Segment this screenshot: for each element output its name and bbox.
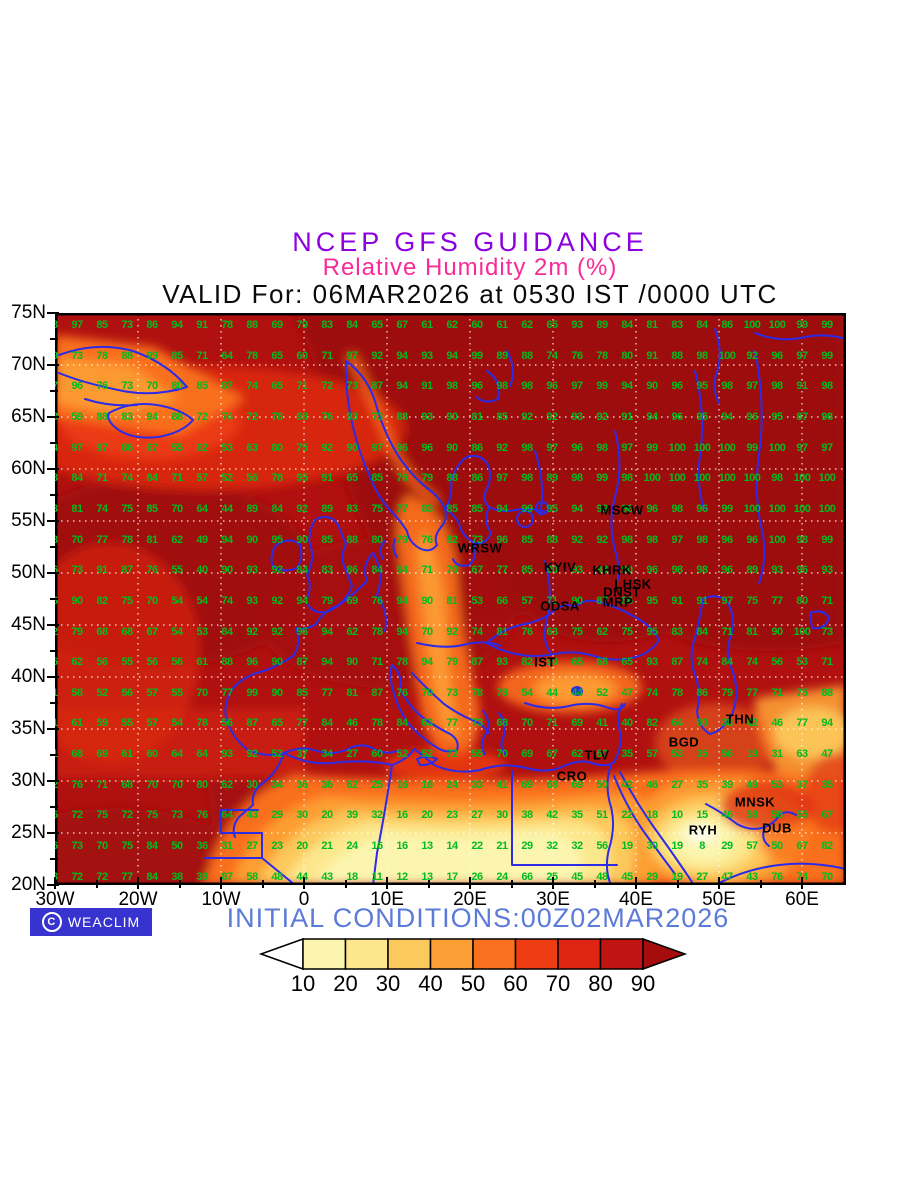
- axis-tick: [759, 880, 762, 888]
- axis-tick: [47, 468, 59, 470]
- axis-tick: [303, 877, 305, 889]
- map-background: [55, 313, 846, 885]
- header: NCEP GFS GUIDANCE Relative Humidity 2m (…: [40, 228, 900, 308]
- colorbar-tick-label: 20: [333, 971, 357, 995]
- x-axis-label: 50E: [702, 889, 736, 910]
- humidity-shading: [55, 313, 846, 885]
- colorbar-tick-label: 10: [291, 971, 315, 995]
- x-axis-label: 60E: [785, 889, 819, 910]
- colorbar-tick-label: 60: [503, 971, 527, 995]
- copyright-icon: C: [41, 912, 62, 932]
- axis-tick: [50, 546, 58, 548]
- axis-tick: [50, 442, 58, 444]
- axis-tick: [47, 520, 59, 522]
- x-axis-label: 20E: [453, 889, 487, 910]
- coastlines: [58, 328, 846, 885]
- colorbar-segment: [514, 938, 559, 970]
- x-axis-label: 10E: [370, 889, 404, 910]
- colorbar-right-arrow: [642, 937, 688, 971]
- y-axis-label: 70N: [11, 354, 46, 375]
- axis-tick: [47, 676, 59, 678]
- axis-tick: [47, 832, 59, 834]
- weaclim-label: WEACLIM: [67, 914, 141, 930]
- axis-tick: [47, 572, 59, 574]
- colorbar-segment: [344, 938, 389, 970]
- axis-tick: [50, 390, 58, 392]
- y-axis-label: 20N: [11, 874, 46, 895]
- x-axis-label: 40E: [619, 889, 653, 910]
- axis-tick: [47, 364, 59, 366]
- colorbar-tick-label: 50: [461, 971, 485, 995]
- map-panel: 9897857386949178886979838465676162606162…: [55, 313, 846, 885]
- x-axis-label: 30W: [35, 889, 75, 910]
- axis-tick: [50, 806, 58, 808]
- colorbar-segment: [599, 938, 644, 970]
- axis-tick: [50, 494, 58, 496]
- axis-tick: [50, 338, 58, 340]
- axis-tick: [593, 880, 596, 888]
- y-axis-label: 65N: [11, 406, 46, 427]
- axis-tick: [676, 880, 679, 888]
- axis-tick: [718, 877, 720, 889]
- colorbar-tick-label: 70: [546, 971, 570, 995]
- axis-tick: [95, 880, 98, 888]
- colorbar-segment: [387, 938, 432, 970]
- axis-tick: [50, 754, 58, 756]
- axis-tick: [47, 624, 59, 626]
- colorbar-segment: [302, 938, 347, 970]
- axis-tick: [178, 880, 181, 888]
- axis-tick: [54, 877, 56, 889]
- axis-tick: [801, 877, 803, 889]
- axis-tick: [47, 312, 59, 314]
- y-axis-label: 35N: [11, 718, 46, 739]
- colorbar-segment: [557, 938, 602, 970]
- colorbar-tick-label: 40: [418, 971, 442, 995]
- axis-tick: [47, 884, 59, 886]
- axis-tick: [635, 877, 637, 889]
- y-axis-label: 75N: [11, 302, 46, 323]
- weaclim-watermark: C WEACLIM: [30, 908, 152, 936]
- y-axis-label: 45N: [11, 614, 46, 635]
- x-axis-label: 0: [298, 889, 310, 910]
- y-axis-label: 25N: [11, 822, 46, 843]
- axis-tick: [386, 877, 388, 889]
- page-title: NCEP GFS GUIDANCE: [292, 227, 648, 257]
- variable-subtitle: Relative Humidity 2m (%): [322, 254, 618, 282]
- y-axis-label: 30N: [11, 770, 46, 791]
- initial-conditions-text: INITIAL CONDITIONS:00Z02MAR2026: [226, 903, 730, 933]
- colorbar-segment: [472, 938, 517, 970]
- axis-tick: [510, 880, 513, 888]
- colorbar-tick-label: 90: [631, 971, 655, 995]
- colorbar-tick-label: 80: [588, 971, 612, 995]
- axis-tick: [427, 880, 430, 888]
- axis-tick: [137, 877, 139, 889]
- colorbar-legend: 10 20 30 40 50 60 70 80 90: [258, 937, 688, 995]
- axis-tick: [47, 728, 59, 730]
- x-axis-label: 10W: [201, 889, 241, 910]
- y-axis-label: 55N: [11, 510, 46, 531]
- colorbar-segment: [429, 938, 474, 970]
- x-axis-label: 20W: [118, 889, 158, 910]
- axis-tick: [47, 416, 59, 418]
- axis-tick: [261, 880, 264, 888]
- axis-tick: [50, 598, 58, 600]
- axis-tick: [469, 877, 471, 889]
- axis-tick: [220, 877, 222, 889]
- axis-tick: [47, 780, 59, 782]
- axis-tick: [50, 702, 58, 704]
- y-axis-label: 40N: [11, 666, 46, 687]
- y-axis-label: 50N: [11, 562, 46, 583]
- axis-tick: [344, 880, 347, 888]
- valid-time-line: VALID For: 06MAR2026 at 0530 IST /0000 U…: [162, 279, 778, 310]
- colorbar-left-arrow: [258, 937, 304, 971]
- axis-tick: [50, 650, 58, 652]
- axis-tick: [552, 877, 554, 889]
- y-axis-label: 60N: [11, 458, 46, 479]
- x-axis-label: 30E: [536, 889, 570, 910]
- axis-tick: [50, 858, 58, 860]
- colorbar-tick-label: 30: [376, 971, 400, 995]
